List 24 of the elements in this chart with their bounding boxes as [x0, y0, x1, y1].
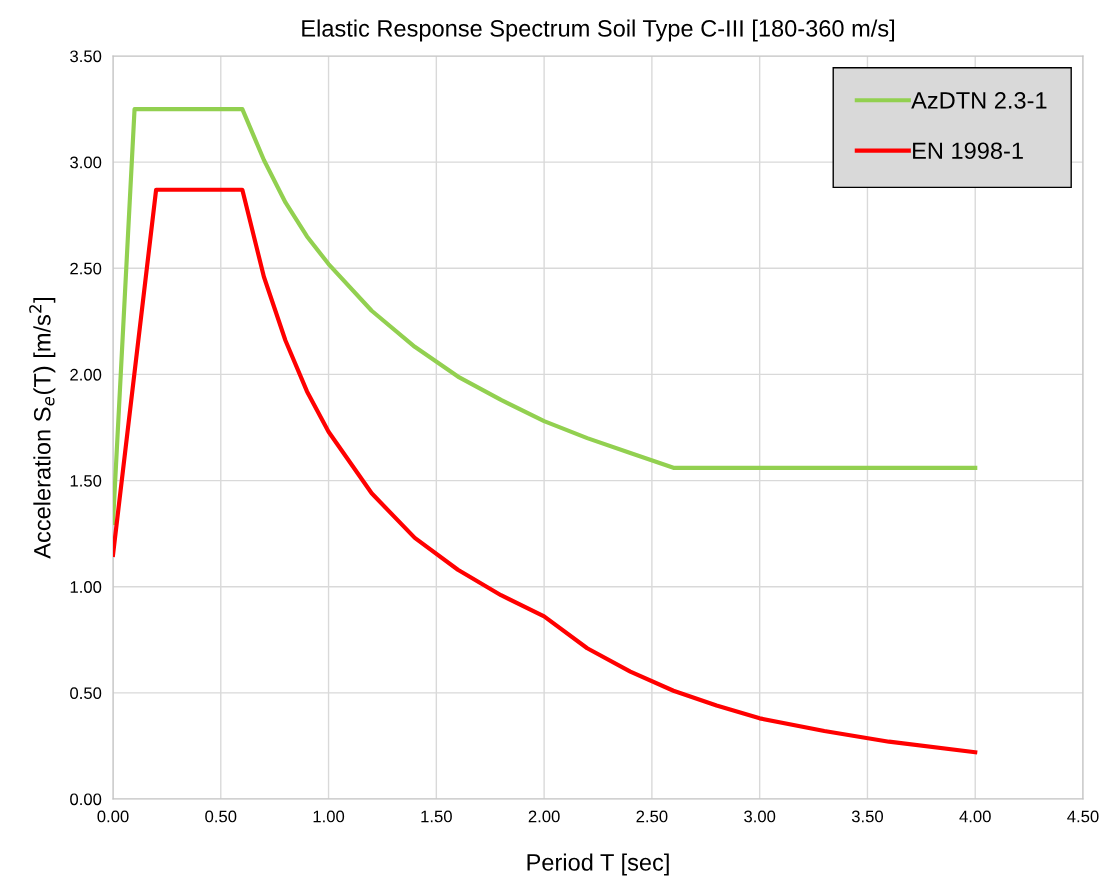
y-tick-label: 2.50	[70, 262, 102, 275]
y-tick-label: 3.00	[70, 156, 102, 169]
x-tick-label: 4.00	[959, 810, 991, 823]
line-series	[113, 187, 978, 755]
legend-label: AzDTN 2.3-1	[911, 92, 1047, 109]
x-tick-label: 2.50	[636, 810, 668, 823]
y-tick-label: 2.00	[70, 368, 102, 381]
y-tick-label: 0.50	[70, 687, 102, 700]
x-tick-label: 4.50	[1067, 810, 1099, 823]
x-tick-label: 3.50	[851, 810, 884, 823]
y-axis-title: Acceleration S$_{e}$(T) [m/s$^{2}$]	[29, 297, 56, 559]
x-tick-label: 0.50	[205, 810, 237, 823]
x-tick-label: 1.00	[313, 810, 345, 823]
chart-title: Elastic Response Spectrum Soil Type C-III [180-360 m/s]	[302, 19, 895, 42]
y-tick-label: 1.50	[70, 474, 102, 487]
x-tick-label: 3.00	[744, 810, 776, 823]
x-tick-label: 0.00	[97, 810, 129, 823]
x-tick-label: 1.50	[421, 810, 452, 823]
y-tick-label: 0.00	[70, 793, 102, 806]
x-tick-label: 2.00	[528, 810, 560, 823]
y-tick-label: 1.00	[70, 581, 102, 593]
x-axis-title: Period T [sec]	[527, 853, 669, 876]
legend-label: EN 1998-1	[913, 142, 1023, 160]
y-tick-label: 3.50	[70, 50, 102, 63]
